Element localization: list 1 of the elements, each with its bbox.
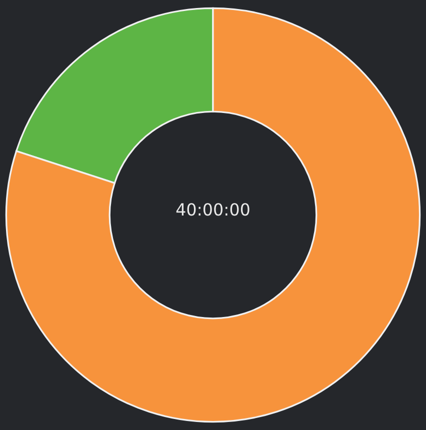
- text: 40:00:00: [176, 203, 250, 216]
